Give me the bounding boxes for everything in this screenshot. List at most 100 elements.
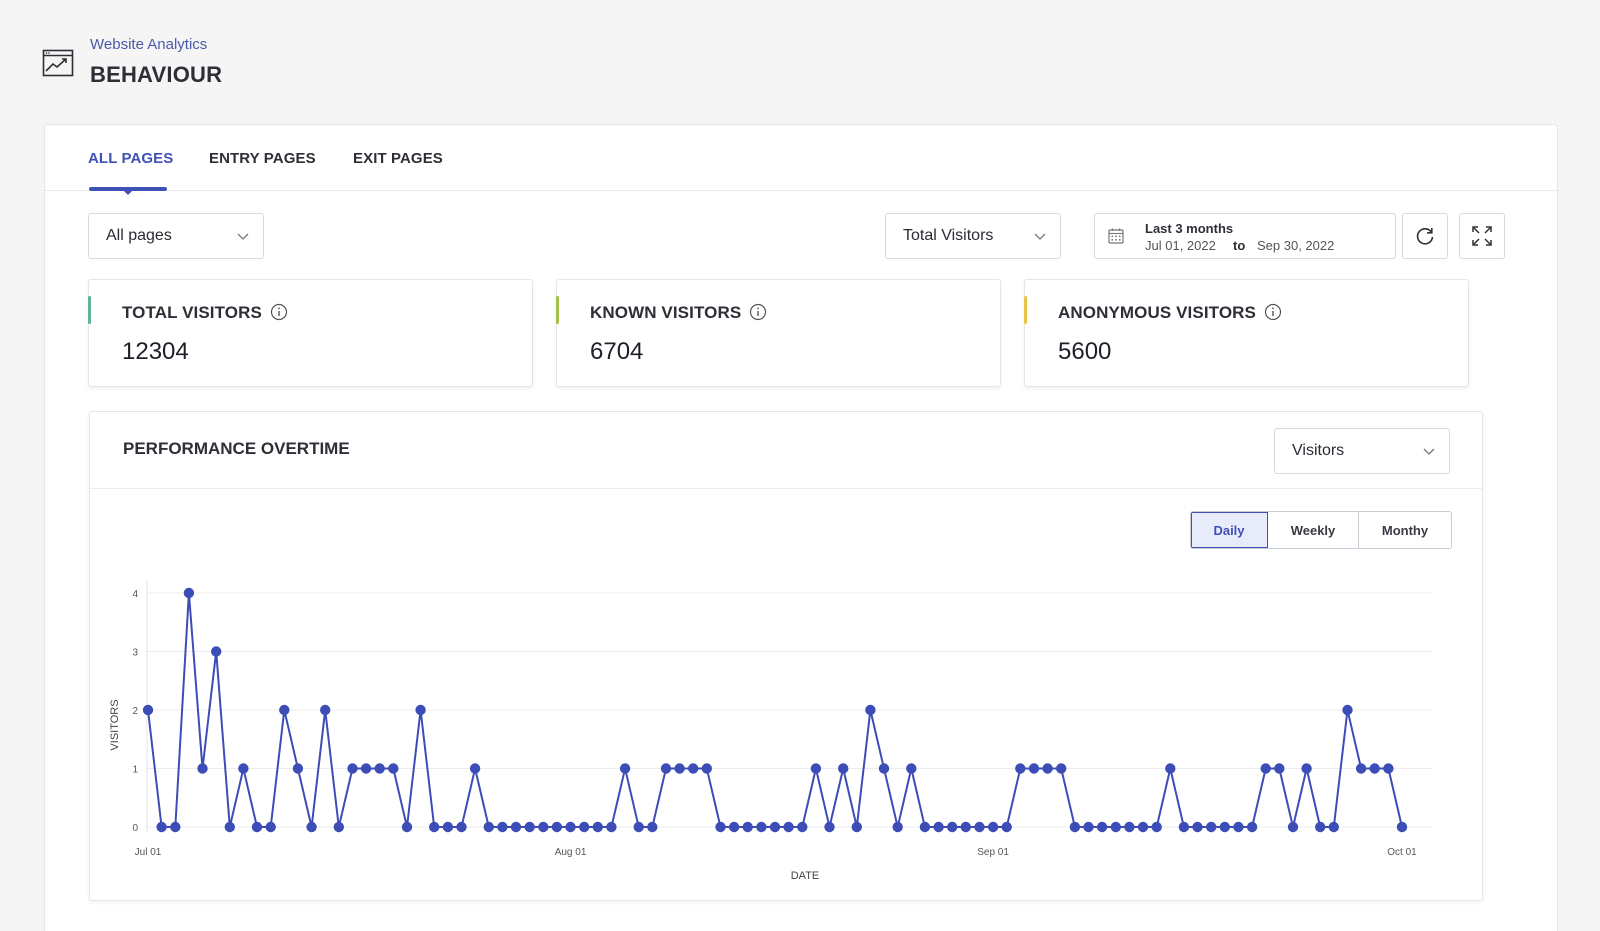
data-point	[538, 821, 549, 833]
stat-label: ANONYMOUS VISITORS	[1058, 303, 1256, 322]
data-point	[251, 821, 263, 833]
pages-select-value: All pages	[106, 227, 172, 244]
tab-exit-pages[interactable]: EXIT PAGES	[353, 150, 443, 167]
info-icon[interactable]	[1264, 303, 1282, 321]
data-point	[1124, 821, 1135, 833]
data-point	[933, 821, 944, 833]
data-point	[579, 821, 590, 833]
info-icon[interactable]	[749, 303, 767, 321]
data-point	[1137, 821, 1149, 833]
data-point	[797, 821, 808, 833]
x-tick-label: Jul 01	[135, 847, 162, 858]
data-point	[142, 704, 154, 716]
data-point	[810, 763, 822, 774]
data-point	[415, 704, 426, 716]
data-point	[1287, 821, 1299, 833]
refresh-button[interactable]	[1402, 213, 1448, 259]
data-point	[1246, 821, 1258, 833]
data-point	[947, 821, 958, 833]
expand-button[interactable]	[1459, 213, 1505, 259]
granularity-daily-button[interactable]: Daily	[1191, 512, 1268, 548]
performance-title: PERFORMANCE OVERTIME	[123, 439, 350, 458]
data-point	[1328, 821, 1340, 833]
data-point	[974, 821, 985, 833]
data-point	[456, 821, 467, 833]
data-point	[728, 821, 740, 833]
date-range-to: Sep 30, 2022	[1257, 238, 1335, 253]
stat-card-known-visitors: KNOWN VISITORS 6704	[556, 279, 1001, 387]
data-point	[306, 821, 317, 833]
data-point	[1369, 763, 1380, 774]
date-range-label: Last 3 months	[1145, 221, 1234, 236]
stat-label: KNOWN VISITORS	[590, 303, 742, 322]
data-point	[170, 821, 181, 833]
data-point	[1396, 821, 1408, 833]
refresh-icon	[1416, 228, 1434, 245]
metric-select[interactable]: Total Visitors	[885, 213, 1061, 259]
visitors-line-chart: 0 1 2 3 4 Jul 01 Aug 01 Sep 01 Oct 01 DATE VISITOR…	[109, 581, 1432, 882]
y-tick-label: 3	[132, 648, 138, 659]
data-point	[1233, 821, 1244, 833]
data-point	[292, 763, 304, 774]
stat-card-anonymous-visitors: ANONYMOUS VISITORS 5600	[1024, 279, 1469, 387]
data-point	[1274, 763, 1285, 774]
stat-value: 6704	[590, 338, 644, 365]
data-point	[1355, 763, 1367, 774]
data-point	[469, 763, 481, 774]
data-point	[211, 646, 222, 657]
data-point	[183, 587, 195, 599]
data-point	[1219, 821, 1231, 833]
data-point	[1206, 821, 1217, 833]
data-point	[1015, 763, 1026, 774]
data-point	[688, 763, 699, 774]
calendar-icon	[1108, 228, 1124, 244]
tab-entry-pages[interactable]: ENTRY PAGES	[209, 150, 316, 167]
data-point	[1069, 821, 1081, 833]
tab-all-pages[interactable]: ALL PAGES	[88, 150, 174, 167]
performance-metric-select[interactable]: Visitors	[1274, 428, 1450, 474]
stat-value: 5600	[1058, 338, 1112, 365]
granularity-toggle: Daily Weekly Monthy	[1190, 511, 1452, 549]
info-icon[interactable]	[270, 303, 288, 321]
performance-header: PERFORMANCE OVERTIME Visitors	[90, 412, 1482, 489]
granularity-weekly-button[interactable]: Weekly	[1268, 512, 1359, 548]
data-point	[156, 821, 167, 833]
page-title: BEHAVIOUR	[90, 62, 223, 87]
data-point	[442, 821, 454, 833]
date-range-picker[interactable]: Last 3 months Jul 01, 2022 to Sep 30, 20…	[1094, 213, 1396, 259]
data-point	[360, 763, 372, 774]
y-tick-label: 2	[132, 706, 138, 717]
data-point	[429, 821, 440, 833]
x-tick-label: Sep 01	[977, 847, 1009, 858]
stat-accent-bar	[556, 296, 559, 324]
chevron-down-icon	[1423, 448, 1435, 455]
data-point	[769, 821, 781, 833]
data-point	[333, 821, 344, 833]
stat-card-total-visitors: TOTAL VISITORS 12304	[88, 279, 533, 387]
data-point	[756, 821, 767, 833]
data-point	[592, 821, 603, 833]
data-point	[374, 763, 385, 774]
data-point	[715, 821, 726, 833]
chevron-down-icon	[1034, 233, 1046, 240]
breadcrumb[interactable]: Website Analytics	[90, 36, 208, 53]
data-point	[892, 821, 903, 833]
behaviour-card: ALL PAGES ENTRY PAGES EXIT PAGES All pag…	[44, 124, 1558, 931]
data-point	[551, 821, 563, 833]
data-point	[647, 821, 658, 833]
data-point	[565, 821, 576, 833]
y-tick-label: 1	[132, 765, 138, 776]
data-point	[1096, 821, 1108, 833]
data-point	[742, 821, 753, 833]
data-point	[1260, 763, 1271, 774]
page-header: Website Analytics BEHAVIOUR	[42, 36, 222, 88]
granularity-monthly-button[interactable]: Monthy	[1359, 512, 1451, 548]
expand-icon	[1472, 226, 1492, 246]
data-point	[824, 821, 835, 833]
stat-value: 12304	[122, 338, 189, 365]
data-point	[1042, 763, 1053, 774]
data-point	[1301, 763, 1312, 774]
pages-select[interactable]: All pages	[88, 213, 264, 259]
data-point	[1178, 821, 1190, 833]
data-point	[878, 763, 890, 774]
